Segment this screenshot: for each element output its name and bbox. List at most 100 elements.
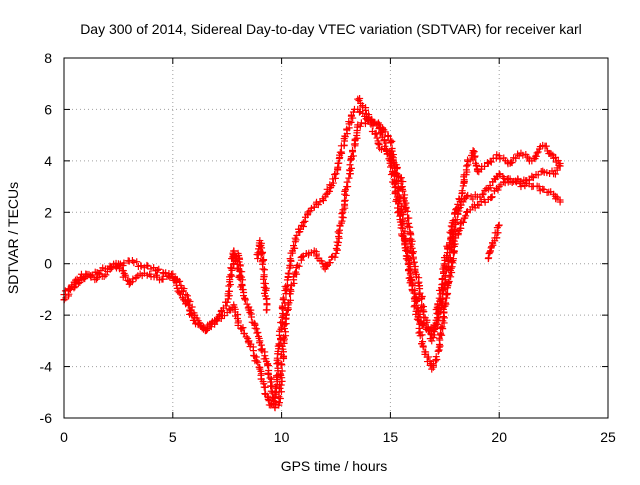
trace-marker [159,275,167,283]
trace-marker [263,300,271,308]
chart-title: Day 300 of 2014, Sidereal Day-to-day VTE… [80,21,582,37]
trace-marker [332,244,340,252]
data-point [212,316,220,324]
trace-marker [487,158,495,166]
y-axis-label: SDTVAR / TECUs [5,182,21,294]
trace-marker [334,228,342,236]
trace-marker [284,269,292,277]
trace-marker [266,374,274,382]
trace-marker [481,162,489,170]
trace-marker [388,137,396,145]
axis-ticks: 0 5 10 15 20 25 -6 -4 -2 0 2 4 6 8 [40,50,616,445]
trace-marker [259,265,267,273]
trace-marker [411,301,419,309]
trace-marker [331,170,339,178]
trace-marker [279,294,287,302]
trace-marker [408,249,416,257]
data-point [463,208,471,216]
trace-marker [238,325,246,333]
trace-marker [542,142,550,150]
y-tick-label: 6 [44,101,52,117]
series-5 [228,247,244,283]
trace-marker [341,187,349,195]
trace-marker [552,195,560,203]
trace-marker [399,217,407,225]
trace-marker [253,329,261,337]
trace-marker [512,154,520,162]
trace-marker [227,271,235,279]
trace-marker [378,145,386,153]
trace-marker [110,260,118,268]
trace-marker [356,122,364,130]
trace-marker [322,262,330,270]
data-point [434,347,442,355]
trace-marker [241,296,249,304]
trace-marker [387,149,395,157]
trace-marker [298,253,306,261]
trace-marker [257,346,265,354]
trace-marker [261,352,269,360]
x-tick-label: 0 [60,429,68,445]
trace-marker [349,114,357,122]
trace-marker [277,381,285,389]
data-point [223,298,231,306]
trace-marker [535,183,543,191]
trace-marker [281,328,289,336]
trace-marker [290,242,298,250]
trace-marker [445,254,453,262]
trace-marker [188,303,196,311]
data-point [528,172,536,180]
trace-marker [372,130,380,138]
trace-marker [129,275,137,283]
x-tick-label: 25 [600,429,616,445]
trace-marker [488,193,496,201]
trace-marker [261,280,269,288]
trace-marker [418,295,426,303]
trace-marker [387,139,395,147]
trace-marker [451,216,459,224]
trace-marker [253,357,261,365]
trace-marker [441,272,449,280]
trace-marker [254,358,262,366]
series-4 [484,221,503,263]
data-point [236,275,244,283]
series-3 [354,94,564,345]
trace-marker [466,156,474,164]
trace-marker [494,229,502,237]
data-point [125,257,133,265]
trace-marker [176,277,184,285]
trace-marker [374,140,382,148]
trace-marker [479,190,487,198]
trace-marker [486,157,494,165]
trace-marker [405,219,413,227]
trace-marker [329,179,337,187]
trace-marker [464,191,472,199]
trace-marker [239,324,247,332]
trace-marker [445,277,453,285]
data-point [469,147,477,155]
trace-marker [254,333,262,341]
trace-marker [404,222,412,230]
trace-marker [478,191,486,199]
trace-marker [357,119,365,127]
trace-marker [331,253,339,261]
x-tick-label: 20 [491,429,507,445]
y-tick-label: 4 [44,153,52,169]
trace-marker [340,197,348,205]
data-point [428,337,436,345]
trace-marker [533,149,541,157]
data-point [495,221,503,229]
trace-marker [349,152,357,160]
trace-marker [184,296,192,304]
trace-marker [347,118,355,126]
trace-marker [269,394,277,402]
trace-marker [349,146,357,154]
trace-marker [495,222,503,230]
trace-marker [405,259,413,267]
trace-marker [267,387,275,395]
trace-marker [275,399,283,407]
trace-marker [381,128,389,136]
trace-marker [436,342,444,350]
trace-marker [278,367,286,375]
trace-marker [347,164,355,172]
